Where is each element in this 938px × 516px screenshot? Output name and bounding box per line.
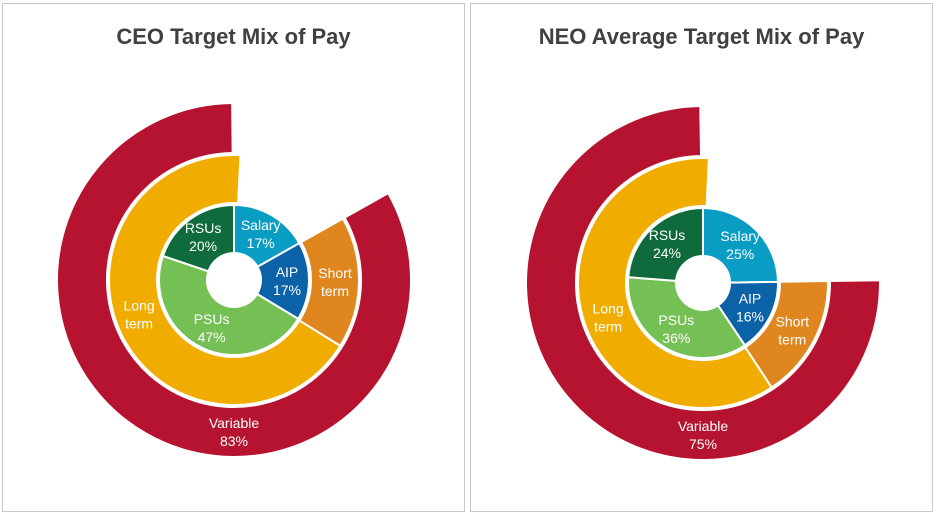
psus-label-line: PSUs [658, 312, 694, 328]
aip-label: AIP 17% [273, 264, 301, 298]
aip-label-line: AIP [276, 264, 299, 280]
aip-label: AIP 16% [736, 291, 764, 325]
variable-label: Variable 83% [209, 415, 260, 449]
variable-label-line: Variable [678, 418, 729, 434]
short-term-label: Short term [776, 313, 810, 347]
psus-label: PSUs 47% [194, 311, 230, 345]
psus-slice [158, 254, 300, 357]
rsus-label: RSUs 24% [649, 227, 686, 261]
rsus-label: RSUs 20% [185, 220, 222, 254]
rsus-label-line: RSUs [649, 227, 686, 243]
variable-label: Variable 75% [678, 418, 729, 452]
short-term-label: Short term [318, 265, 352, 299]
long-term-label-line: term [125, 316, 153, 332]
long-term-arc [107, 154, 342, 406]
long-term-label: Long term [124, 298, 155, 332]
salary-label: Salary 17% [241, 217, 281, 251]
rsus-slice [627, 206, 704, 282]
neo-mix-chart-panel: NEO Average Target Mix of Pay Salary 25% A… [470, 3, 933, 512]
variable-arc [525, 105, 881, 461]
psus-label-line: 36% [662, 330, 690, 346]
salary-slice [702, 206, 780, 284]
short-term-label-line: Short [776, 313, 810, 329]
psus-slice [627, 276, 747, 359]
chart-title: CEO Target Mix of Pay [116, 24, 351, 49]
rsus-label-line: 24% [653, 245, 681, 261]
variable-label-line: 83% [220, 433, 248, 449]
variable-arc [56, 101, 412, 458]
psus-label-line: PSUs [194, 311, 230, 327]
short-term-label-line: term [778, 331, 806, 347]
long-term-label-line: Long [124, 298, 155, 314]
short-term-label-line: term [321, 283, 349, 299]
aip-label-line: 17% [273, 282, 301, 298]
salary-label: Salary 25% [720, 228, 760, 262]
short-term-label-line: Short [318, 265, 352, 281]
salary-label-line: 25% [726, 246, 754, 262]
aip-label-line: AIP [739, 291, 762, 307]
long-term-arc [577, 157, 773, 409]
psus-label-line: 47% [198, 329, 226, 345]
salary-label-line: Salary [241, 217, 281, 233]
variable-label-line: Variable [209, 415, 260, 431]
salary-label-line: Salary [720, 228, 760, 244]
rsus-label-line: 20% [189, 238, 217, 254]
ceo-mix-chart-panel: CEO Target Mix of Pay Salary 17% AIP 17% PSU… [2, 3, 465, 512]
long-term-label-line: term [594, 319, 622, 335]
variable-label-line: 75% [689, 436, 717, 452]
long-term-label: Long term [593, 301, 624, 335]
ceo-mix-donut-chart: Salary 17%AIP 17%PSUs 47%RSUs 20%Short termLo… [56, 101, 412, 458]
rsus-label-line: RSUs [185, 220, 222, 236]
aip-label-line: 16% [736, 309, 764, 325]
neo-mix-donut-chart: Salary 25%AIP 16%PSUs 36%RSUs 24%Short termLo… [525, 105, 881, 461]
psus-label: PSUs 36% [658, 312, 694, 346]
chart-title: NEO Average Target Mix of Pay [538, 24, 865, 49]
rsus-slice [161, 203, 235, 273]
salary-label-line: 17% [247, 235, 275, 251]
long-term-label-line: Long [593, 301, 624, 317]
